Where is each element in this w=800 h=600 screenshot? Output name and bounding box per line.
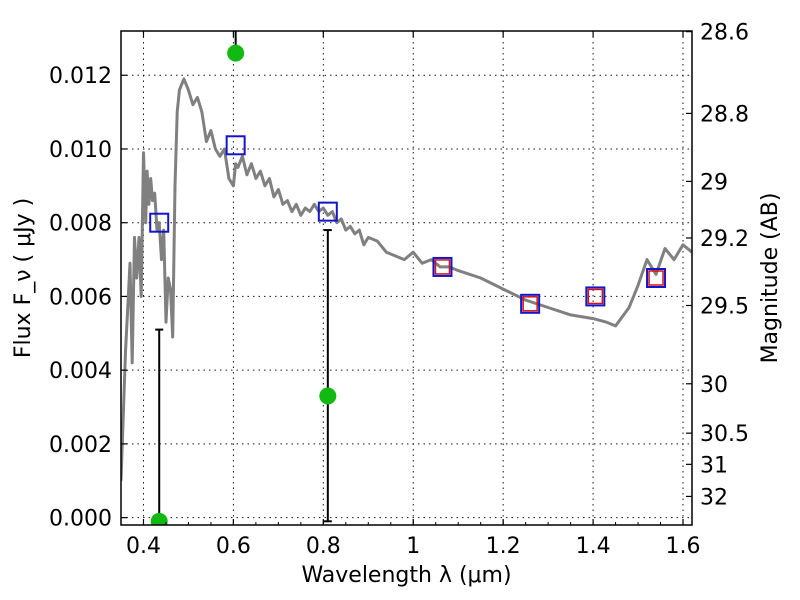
mag-tick-label: 28.6 [700, 21, 749, 46]
template-spectrum-line [121, 77, 692, 481]
mag-tick-label: 29.2 [700, 227, 749, 252]
observed-flux-point [319, 387, 337, 405]
y-tick-label: 0.004 [49, 359, 112, 384]
x-tick-label: 1.6 [666, 534, 701, 559]
mag-tick-label: 32 [700, 485, 728, 510]
axis-labels: 0.4 0.6 0.8 1 1.2 1.4 1.6 0.000 0.002 0.004 0.006 0… [11, 21, 783, 588]
model-photometry-point [317, 201, 338, 222]
mag-tick-label: 30.5 [700, 422, 749, 447]
y-tick-label: 0.010 [49, 138, 112, 163]
mag-tick-label: 28.8 [700, 102, 749, 127]
mag-tick-label: 29.5 [700, 294, 749, 319]
y-tick-label: 0.006 [49, 285, 112, 310]
template-photometry-point [434, 259, 451, 275]
series-layer [121, 31, 692, 525]
mag-tick-label: 31 [700, 453, 728, 478]
mag-tick-label: 30 [700, 373, 728, 398]
observed-flux-point [150, 512, 168, 525]
y-tick-label: 0.002 [49, 433, 112, 458]
x-tick-label: 0.6 [216, 534, 251, 559]
right-axis-title: Magnitude (AB) [758, 193, 783, 364]
model-photometry-point [646, 268, 667, 288]
grid [121, 31, 692, 525]
model-photometry-point [432, 256, 453, 277]
y-tick-label: 0.008 [49, 212, 112, 237]
x-tick-label: 0.4 [126, 534, 161, 559]
x-axis-title: Wavelength λ (μm) [301, 563, 511, 588]
template-photometry-point [648, 270, 664, 286]
mag-tick-label: 29 [700, 170, 728, 195]
y-tick-label: 0.000 [49, 507, 112, 532]
model-photometry-point [585, 286, 606, 307]
observed-flux-point [227, 44, 245, 62]
model-photometry-point [225, 135, 246, 156]
template-photometry-point [587, 288, 604, 305]
x-tick-label: 1.4 [576, 534, 611, 559]
plot-frame [120, 30, 693, 526]
x-tick-label: 1.2 [486, 534, 521, 559]
x-tick-label: 1 [406, 534, 420, 559]
x-tick-label: 0.8 [306, 534, 341, 559]
ticks [121, 31, 692, 525]
y-tick-label: 0.012 [49, 64, 112, 89]
template-photometry-point [522, 296, 538, 312]
model-photometry-point [149, 212, 170, 233]
model-photometry-point [520, 293, 541, 314]
y-axis-title: Flux F_ν ( μJy ) [11, 198, 36, 358]
